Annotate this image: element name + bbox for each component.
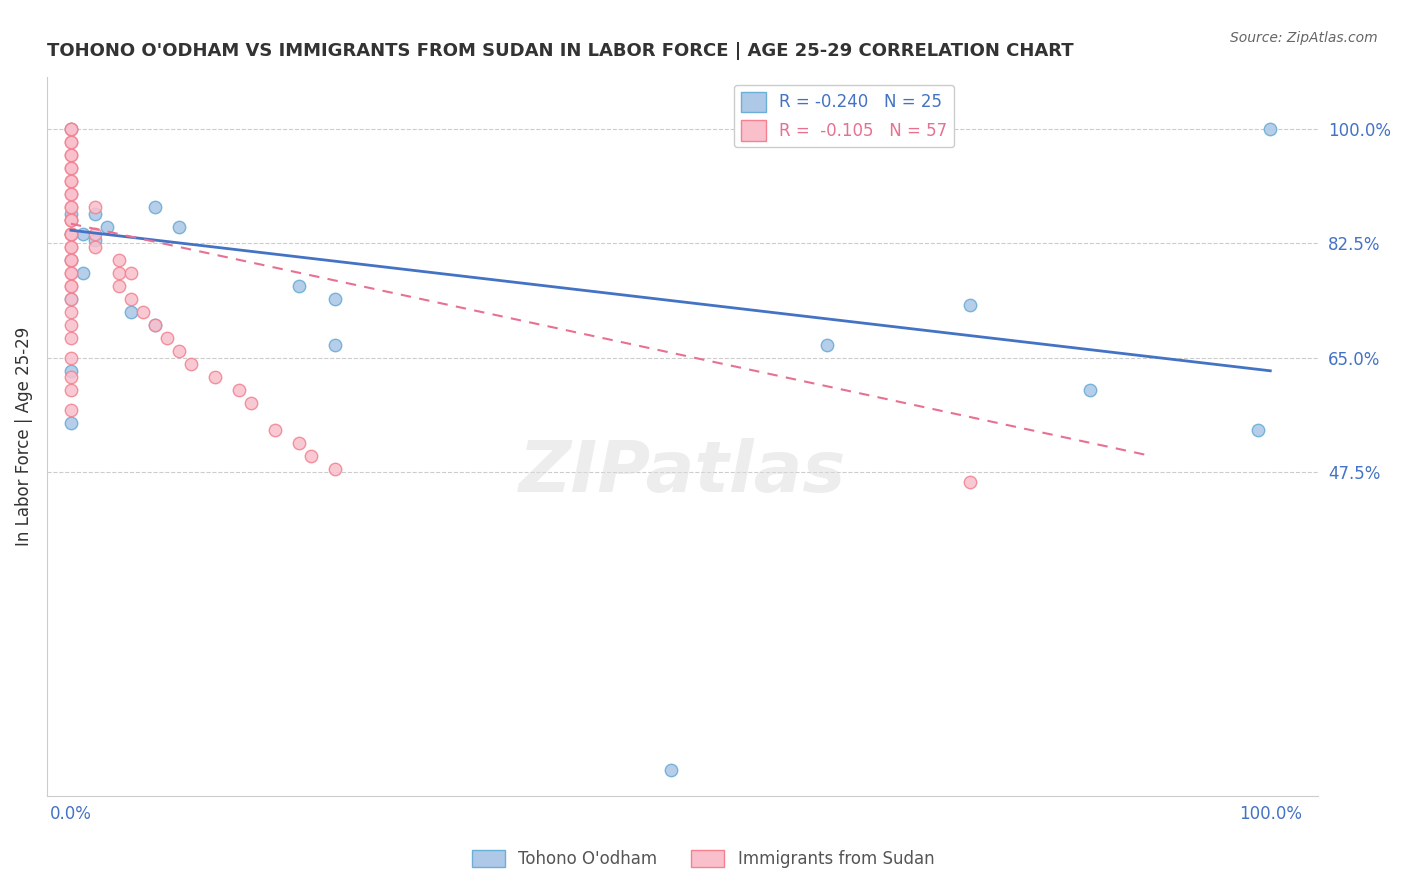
- Point: [204, 370, 226, 384]
- Point: [59, 161, 82, 175]
- Point: [59, 122, 82, 136]
- Point: [59, 331, 82, 345]
- Point: [59, 266, 82, 280]
- Text: Source: ZipAtlas.com: Source: ZipAtlas.com: [1230, 31, 1378, 45]
- Point: [59, 278, 82, 293]
- Point: [83, 227, 105, 241]
- Point: [959, 475, 981, 489]
- Point: [59, 292, 82, 306]
- Point: [239, 396, 262, 410]
- Point: [59, 227, 82, 241]
- Point: [287, 278, 309, 293]
- Point: [83, 239, 105, 253]
- Point: [96, 219, 118, 234]
- Point: [120, 305, 142, 319]
- Point: [59, 213, 82, 227]
- Legend: Tohono O'odham, Immigrants from Sudan: Tohono O'odham, Immigrants from Sudan: [465, 843, 941, 875]
- Point: [59, 122, 82, 136]
- Point: [59, 174, 82, 188]
- Point: [167, 344, 190, 359]
- Point: [59, 318, 82, 332]
- Text: TOHONO O'ODHAM VS IMMIGRANTS FROM SUDAN IN LABOR FORCE | AGE 25-29 CORRELATION C: TOHONO O'ODHAM VS IMMIGRANTS FROM SUDAN …: [46, 42, 1074, 60]
- Point: [263, 423, 285, 437]
- Point: [59, 292, 82, 306]
- Point: [59, 174, 82, 188]
- Point: [59, 364, 82, 378]
- Point: [83, 200, 105, 214]
- Point: [108, 266, 131, 280]
- Point: [59, 252, 82, 267]
- Point: [815, 337, 838, 351]
- Point: [1080, 384, 1102, 398]
- Point: [59, 305, 82, 319]
- Point: [59, 403, 82, 417]
- Point: [59, 187, 82, 202]
- Point: [143, 318, 166, 332]
- Point: [72, 227, 94, 241]
- Point: [83, 233, 105, 247]
- Point: [83, 207, 105, 221]
- Point: [132, 305, 155, 319]
- Point: [59, 187, 82, 202]
- Text: ZIPatlas: ZIPatlas: [519, 438, 846, 507]
- Point: [167, 219, 190, 234]
- Point: [143, 318, 166, 332]
- Point: [59, 239, 82, 253]
- Point: [323, 462, 346, 476]
- Point: [59, 266, 82, 280]
- Point: [59, 370, 82, 384]
- Point: [120, 266, 142, 280]
- Point: [59, 207, 82, 221]
- Point: [659, 763, 682, 777]
- Point: [59, 148, 82, 162]
- Legend: R = -0.240   N = 25, R =  -0.105   N = 57: R = -0.240 N = 25, R = -0.105 N = 57: [734, 85, 953, 147]
- Point: [1247, 423, 1270, 437]
- Point: [228, 384, 250, 398]
- Point: [108, 252, 131, 267]
- Y-axis label: In Labor Force | Age 25-29: In Labor Force | Age 25-29: [15, 326, 32, 546]
- Point: [59, 135, 82, 149]
- Point: [59, 384, 82, 398]
- Point: [59, 122, 82, 136]
- Point: [59, 252, 82, 267]
- Point: [59, 213, 82, 227]
- Point: [59, 135, 82, 149]
- Point: [959, 298, 981, 312]
- Point: [1258, 122, 1281, 136]
- Point: [59, 148, 82, 162]
- Point: [59, 239, 82, 253]
- Point: [59, 227, 82, 241]
- Point: [59, 200, 82, 214]
- Point: [59, 161, 82, 175]
- Point: [59, 213, 82, 227]
- Point: [59, 252, 82, 267]
- Point: [59, 416, 82, 430]
- Point: [59, 227, 82, 241]
- Point: [59, 227, 82, 241]
- Point: [287, 435, 309, 450]
- Point: [180, 357, 202, 371]
- Point: [299, 449, 322, 463]
- Point: [59, 278, 82, 293]
- Point: [323, 292, 346, 306]
- Point: [72, 266, 94, 280]
- Point: [59, 200, 82, 214]
- Point: [143, 200, 166, 214]
- Point: [59, 351, 82, 365]
- Point: [108, 278, 131, 293]
- Point: [323, 337, 346, 351]
- Point: [156, 331, 179, 345]
- Point: [120, 292, 142, 306]
